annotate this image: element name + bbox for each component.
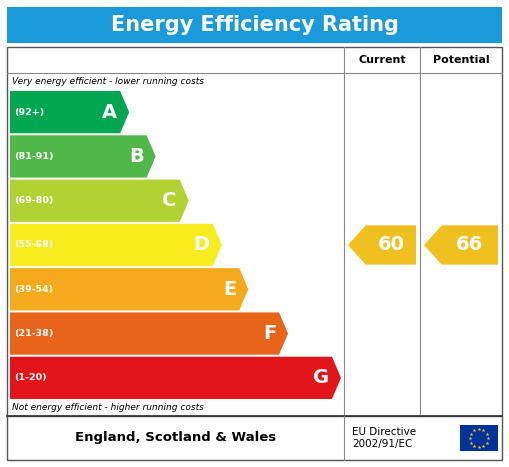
Bar <box>7 7 502 43</box>
Polygon shape <box>10 224 222 266</box>
Text: EU Directive: EU Directive <box>352 427 416 437</box>
Text: 60: 60 <box>377 235 404 255</box>
Polygon shape <box>10 180 189 222</box>
Text: (55-68): (55-68) <box>14 241 53 249</box>
Polygon shape <box>424 226 498 265</box>
Text: Very energy efficient - lower running costs: Very energy efficient - lower running co… <box>12 77 204 86</box>
Text: E: E <box>223 280 236 299</box>
Polygon shape <box>10 268 248 311</box>
Bar <box>7 47 502 416</box>
Text: (92+): (92+) <box>14 107 44 117</box>
Text: 66: 66 <box>456 235 484 255</box>
Text: F: F <box>263 324 276 343</box>
Text: Potential: Potential <box>433 55 489 65</box>
Text: (21-38): (21-38) <box>14 329 53 338</box>
Text: B: B <box>129 147 144 166</box>
Text: (1-20): (1-20) <box>14 373 47 382</box>
Text: 2002/91/EC: 2002/91/EC <box>352 439 412 449</box>
Bar <box>7 416 502 460</box>
Text: (39-54): (39-54) <box>14 285 53 294</box>
Text: D: D <box>194 235 210 255</box>
Bar <box>460 425 498 451</box>
Text: A: A <box>102 103 117 121</box>
Text: England, Scotland & Wales: England, Scotland & Wales <box>75 432 276 445</box>
Text: (81-91): (81-91) <box>14 152 53 161</box>
Polygon shape <box>10 312 288 355</box>
Text: (69-80): (69-80) <box>14 196 53 205</box>
Polygon shape <box>348 226 416 265</box>
Polygon shape <box>10 357 341 399</box>
Polygon shape <box>10 91 129 133</box>
Text: G: G <box>313 368 329 387</box>
Polygon shape <box>10 135 156 177</box>
Text: Energy Efficiency Rating: Energy Efficiency Rating <box>110 15 399 35</box>
Text: Current: Current <box>358 55 406 65</box>
Text: Not energy efficient - higher running costs: Not energy efficient - higher running co… <box>12 403 204 412</box>
Text: C: C <box>162 191 177 210</box>
